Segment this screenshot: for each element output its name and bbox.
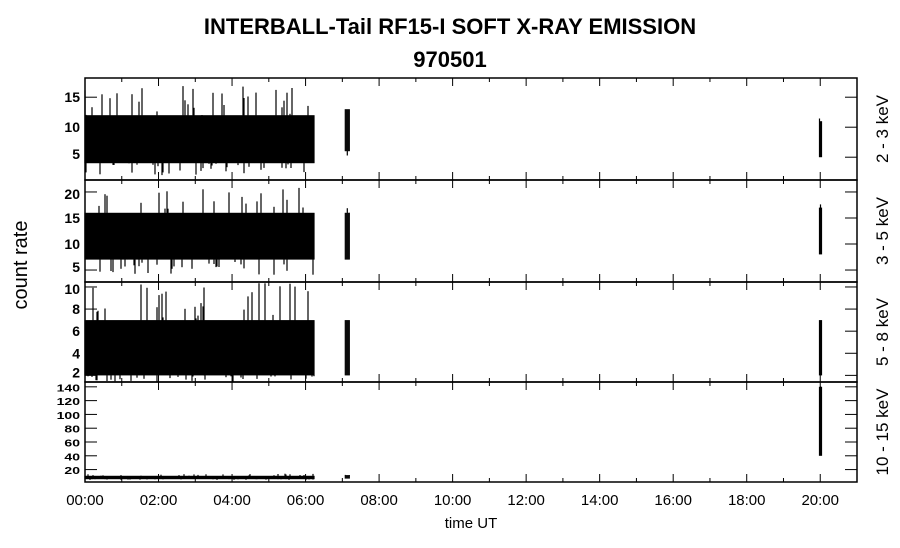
x-tick-label: 10:00	[434, 492, 472, 509]
x-tick-label: 08:00	[360, 492, 398, 509]
panel-label-4: 10 - 15 keV	[873, 388, 892, 476]
y-tick-label: 20	[64, 186, 80, 202]
y-tick-label: 5	[72, 259, 80, 275]
y-tick-label: 5	[72, 146, 80, 162]
y-tick-label: 15	[64, 210, 80, 226]
y-tick-label: 60	[64, 437, 80, 449]
y-tick-label: 100	[57, 410, 81, 422]
y-tick-label: 2	[72, 364, 80, 380]
y-tick-label: 140	[57, 382, 81, 394]
y-tick-label: 4	[72, 345, 80, 361]
y-tick-label: 10	[64, 236, 80, 252]
panel-frame-4	[84, 381, 858, 483]
y-tick-label: 40	[64, 451, 80, 463]
panel-label-3: 5 - 8 keV	[873, 297, 892, 366]
y-tick-label: 20	[64, 465, 80, 477]
x-tick-label: 14:00	[581, 492, 619, 509]
x-tick-label: 16:00	[654, 492, 692, 509]
panel-label-1: 2 - 3 keV	[873, 94, 892, 163]
x-tick-label: 18:00	[728, 492, 766, 509]
x-tick-label: 06:00	[287, 492, 325, 509]
chart-subtitle: 970501	[413, 47, 487, 72]
y-tick-label: 80	[64, 424, 80, 436]
y-axis-label: count rate	[10, 221, 32, 310]
y-tick-label: 10	[64, 119, 80, 135]
y-tick-label: 10	[64, 281, 80, 297]
y-tick-label: 120	[57, 396, 81, 408]
x-tick-label: 04:00	[213, 492, 251, 509]
x-tick-label: 02:00	[140, 492, 178, 509]
x-tick-label: 12:00	[507, 492, 545, 509]
y-tick-label: 15	[64, 89, 80, 105]
y-tick-label: 6	[72, 323, 80, 339]
x-axis-label: time UT	[445, 515, 498, 532]
chart-title: INTERBALL-Tail RF15-I SOFT X-RAY EMISSIO…	[203, 14, 697, 39]
x-tick-label: 00:00	[66, 492, 104, 509]
panel-label-2: 3 - 5 keV	[873, 196, 892, 265]
y-tick-label: 8	[72, 301, 80, 317]
x-tick-label: 20:00	[801, 492, 839, 509]
